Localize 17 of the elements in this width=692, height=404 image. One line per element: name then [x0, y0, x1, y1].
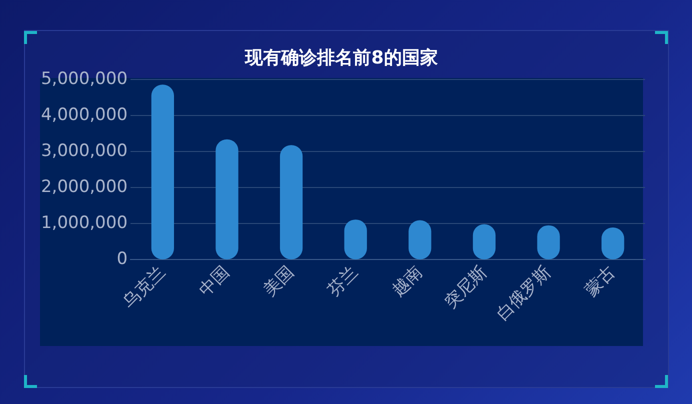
x-tick-label: 美国 — [260, 262, 298, 300]
y-tick-label: 0 — [116, 248, 128, 269]
x-tick-label: 中国 — [195, 262, 234, 300]
x-tick-label: 白俄罗斯 — [492, 262, 556, 324]
x-tick-label: 突尼斯 — [440, 262, 491, 312]
y-tick-label: 4,000,000 — [40, 105, 128, 125]
y-tick-label: 2,000,000 — [40, 176, 128, 197]
y-tick-label: 1,000,000 — [40, 212, 128, 233]
y-tick-label: 5,000,000 — [40, 69, 128, 90]
chart-title: 现有确诊排名前8的国家 — [244, 47, 438, 68]
x-tick-label: 芬兰 — [324, 262, 362, 300]
bar — [151, 84, 174, 260]
x-tick-label: 越南 — [388, 262, 427, 300]
bar — [216, 139, 238, 260]
bar — [280, 145, 303, 260]
x-tick-label: 蒙古 — [581, 262, 620, 300]
y-tick-label: 3,000,000 — [40, 140, 128, 161]
